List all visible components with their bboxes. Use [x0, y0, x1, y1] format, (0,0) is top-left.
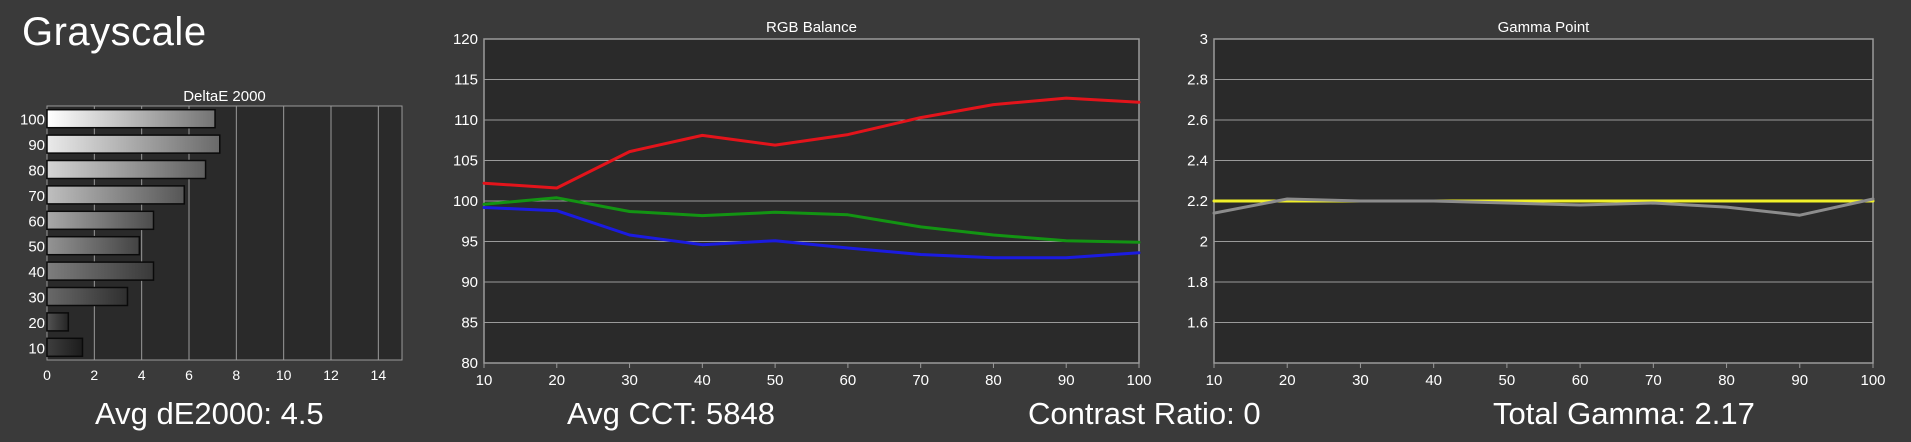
rgb-x-tick-label: 40: [694, 372, 711, 389]
gamma-y-tick-label: 1.6: [1187, 315, 1208, 332]
rgb-x-tick-label: 30: [621, 372, 638, 389]
rgb-x-tick-label: 20: [548, 372, 565, 389]
deltae-x-tick-label: 6: [185, 367, 193, 383]
rgb-series-red-line: [482, 96, 1141, 190]
rgb-y-tick-label: 95: [461, 234, 478, 251]
gamma-y-tick-label: 2.6: [1187, 112, 1208, 129]
gamma-x-tick-label: 10: [1206, 372, 1223, 389]
avg-de-summary: Avg dE2000: 4.5: [95, 396, 324, 431]
rgb-y-tick-label: 85: [461, 315, 478, 332]
deltae-category-label: 40: [28, 264, 45, 281]
rgb-y-tick-label: 120: [453, 31, 478, 48]
gamma-series-gamma_measured-line: [1212, 197, 1875, 217]
rgb-y-tick-label: 110: [454, 112, 478, 129]
gamma-x-tick-label: 40: [1425, 372, 1442, 389]
deltae-category-label: 100: [20, 112, 45, 129]
rgb-x-tick-label: 10: [476, 372, 493, 389]
gamma-y-tick-label: 2.8: [1187, 72, 1208, 89]
deltae-bar: [46, 159, 207, 180]
gamma-y-tick-label: 1.8: [1187, 274, 1208, 291]
rgb-y-tick-label: 100: [453, 193, 478, 210]
deltae-bar: [46, 286, 129, 307]
gamma-x-tick-label: 80: [1718, 372, 1735, 389]
gamma-x-tick-label: 20: [1279, 372, 1296, 389]
deltae-x-tick-label: 10: [276, 367, 292, 383]
page-title: Grayscale: [22, 10, 207, 54]
total-gamma-summary: Total Gamma: 2.17: [1493, 396, 1755, 431]
deltae-bar: [46, 108, 216, 129]
deltae-bar: [46, 337, 84, 358]
deltae-bar: [46, 235, 141, 256]
deltae-bar: [46, 185, 186, 205]
rgb-x-tick-label: 50: [767, 372, 784, 389]
rgb-y-tick-label: 90: [461, 274, 478, 291]
deltae-bar: [46, 134, 221, 154]
deltae-category-label: 80: [28, 163, 45, 180]
deltae-x-tick-label: 2: [90, 367, 98, 383]
rgb-series-green-line: [482, 196, 1141, 244]
rgb-x-tick-label: 70: [912, 372, 929, 389]
deltae-category-label: 20: [28, 315, 45, 332]
rgb-y-tick-label: 105: [453, 153, 478, 170]
gamma-y-tick-label: 2: [1200, 234, 1208, 251]
rgb-plot-frame: [483, 38, 1140, 364]
rgb-x-tick-label: 100: [1126, 372, 1151, 389]
deltae-category-label: 60: [28, 213, 45, 230]
deltae-x-tick-label: 8: [232, 367, 240, 383]
rgb-y-tick-label: 80: [461, 355, 478, 372]
deltae-bar: [46, 312, 70, 332]
gamma-chart-title: Gamma Point: [1498, 19, 1591, 36]
gamma-y-tick-label: 2.2: [1187, 193, 1208, 210]
gamma-x-tick-label: 60: [1572, 372, 1589, 389]
rgb-y-tick-label: 115: [454, 72, 478, 89]
gamma-x-tick-label: 30: [1352, 372, 1369, 389]
avg-cct-summary: Avg CCT: 5848: [567, 396, 775, 431]
deltae-x-tick-label: 12: [323, 367, 339, 383]
deltae-x-tick-label: 0: [43, 367, 51, 383]
deltae-bar: [46, 261, 155, 281]
gamma-x-tick-label: 100: [1860, 372, 1885, 389]
deltae-plot-frame: [46, 105, 403, 361]
gamma-x-tick-label: 70: [1645, 372, 1662, 389]
gamma-x-tick-label: 90: [1791, 372, 1808, 389]
contrast-summary: Contrast Ratio: 0: [1028, 396, 1261, 431]
deltae-category-label: 10: [28, 340, 45, 357]
deltae-category-label: 50: [28, 239, 45, 256]
rgb-series-blue-line: [482, 206, 1141, 260]
rgb-x-tick-label: 80: [985, 372, 1002, 389]
deltae-category-label: 90: [28, 137, 45, 154]
gamma-y-tick-label: 2.4: [1187, 153, 1208, 170]
deltae-category-label: 70: [28, 188, 45, 205]
deltae-chart-title: DeltaE 2000: [183, 88, 266, 105]
deltae-x-tick-label: 4: [138, 367, 146, 383]
deltae-x-tick-label: 14: [371, 367, 387, 383]
gamma-x-tick-label: 50: [1499, 372, 1516, 389]
gamma-y-tick-label: 3: [1200, 31, 1208, 48]
deltae-category-label: 30: [28, 290, 45, 307]
rgb-x-tick-label: 90: [1058, 372, 1075, 389]
rgb-chart-title: RGB Balance: [766, 19, 857, 36]
deltae-bar: [46, 210, 155, 231]
rgb-x-tick-label: 60: [840, 372, 857, 389]
